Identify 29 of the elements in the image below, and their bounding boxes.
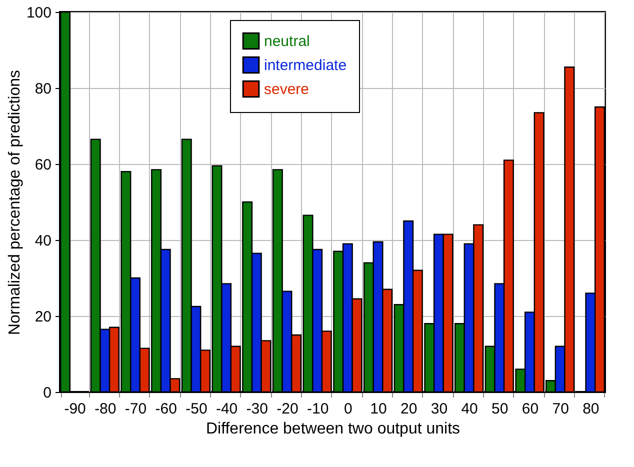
x-tick-label: -50 [186,400,208,418]
x-tick-label: -70 [124,400,147,418]
y-axis-title: Normalized percentage of predictions [6,70,24,336]
x-tick-label: 80 [582,400,600,418]
legend-label: neutral [264,33,310,50]
x-tick-label: 40 [461,400,478,418]
legend-label: intermediate [264,57,347,74]
x-tick-label: 30 [430,400,448,418]
x-tick-label: 60 [522,400,539,418]
legend-label: severe [264,81,310,98]
x-tick-label: -60 [155,400,177,418]
y-tick-label: 100 [26,4,52,22]
x-tick-label: 20 [400,400,418,418]
x-tick-label: -40 [216,400,238,418]
x-tick-label: -90 [64,400,86,418]
y-tick-label: 60 [34,156,52,174]
y-tick-label: 0 [43,384,52,402]
x-tick-label: -10 [306,400,329,418]
x-tick-label: -20 [276,400,298,418]
x-tick-label: 0 [344,400,352,418]
x-tick-label: 10 [370,400,387,418]
x-tick-label: -80 [94,400,116,418]
x-tick-label: 70 [552,400,569,418]
y-tick-label: 80 [34,80,52,98]
x-axis-title: Difference between two output units [206,420,460,438]
x-tick-label: -30 [246,400,268,418]
x-tick-label: 50 [492,400,508,418]
y-tick-label: 40 [34,232,52,250]
y-tick-label: 20 [34,308,52,326]
